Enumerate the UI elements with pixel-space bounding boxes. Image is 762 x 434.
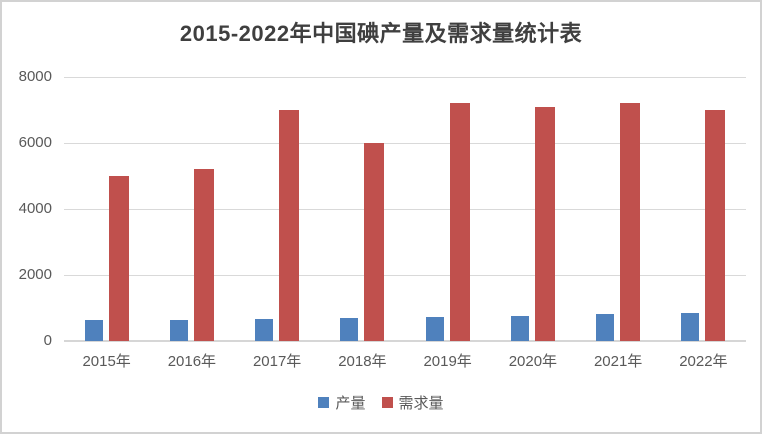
legend: 产量 需求量 <box>2 392 760 413</box>
legend-item-production: 产量 <box>318 392 366 413</box>
bar-demand-2018年 <box>364 143 385 341</box>
x-axis-line <box>64 340 746 342</box>
bar-production-2017年 <box>255 318 274 341</box>
x-tick-label-2021年: 2021年 <box>593 353 643 370</box>
bar-group-2019年 <box>405 77 490 341</box>
x-tick-label-2016年: 2016年 <box>167 353 217 370</box>
x-tick-label-2017年: 2017年 <box>252 353 302 370</box>
bar-group-2022年 <box>661 77 746 341</box>
bar-group-2018年 <box>320 77 405 341</box>
bar-demand-2017年 <box>279 110 300 341</box>
bar-demand-2022年 <box>705 110 726 341</box>
y-tick-label-8000: 8000 <box>18 68 52 85</box>
gridlines <box>64 77 746 342</box>
gridline-6000 <box>64 143 746 144</box>
legend-swatch-production <box>318 397 330 408</box>
y-tick-label-4000: 4000 <box>18 200 52 217</box>
y-tick-label-6000: 6000 <box>18 134 52 151</box>
bar-demand-2016年 <box>193 169 214 341</box>
x-tick-label-2020年: 2020年 <box>508 353 558 370</box>
bar-group-2017年 <box>235 77 320 341</box>
bar-demand-2021年 <box>620 103 641 341</box>
gridline-2000 <box>64 275 746 276</box>
bar-demand-2020年 <box>534 106 555 341</box>
gridline-4000 <box>64 209 746 210</box>
x-tick-label-2015年: 2015年 <box>82 353 131 370</box>
x-tick-label-2019年: 2019年 <box>423 353 472 370</box>
y-axis: 0 2000 4000 6000 8000 <box>2 68 52 349</box>
bar-group-2020年 <box>490 77 575 341</box>
bar-production-2020年 <box>510 315 529 341</box>
bar-group-2016年 <box>149 77 234 341</box>
y-tick-label-0: 0 <box>43 332 52 349</box>
legend-swatch-demand <box>381 397 393 408</box>
bar-production-2018年 <box>340 317 359 341</box>
chart-title: 2015-2022年中国碘产量及需求量统计表 <box>179 21 583 46</box>
legend-label-production: 产量 <box>335 395 366 412</box>
y-tick-label-2000: 2000 <box>18 266 52 283</box>
x-tick-label-2022年: 2022年 <box>679 353 728 370</box>
bar-group-2015年 <box>64 77 149 341</box>
bar-demand-2015年 <box>108 176 129 341</box>
gridline-8000 <box>64 77 746 78</box>
bar-production-2015年 <box>84 319 103 341</box>
bar-production-2022年 <box>681 312 700 341</box>
x-tick-label-2018年: 2018年 <box>338 353 387 370</box>
legend-item-demand: 需求量 <box>381 392 444 413</box>
plot-area <box>64 77 746 341</box>
bar-production-2021年 <box>596 314 615 341</box>
bar-production-2019年 <box>425 317 444 341</box>
bar-group-2021年 <box>576 77 661 341</box>
legend-label-demand: 需求量 <box>398 395 444 412</box>
bar-demand-2019年 <box>449 103 470 341</box>
x-axis: 2015年 2016年 2017年 2018年 2019年 2020年 2021年 2022年 <box>64 350 746 371</box>
bar-production-2016年 <box>169 319 188 341</box>
